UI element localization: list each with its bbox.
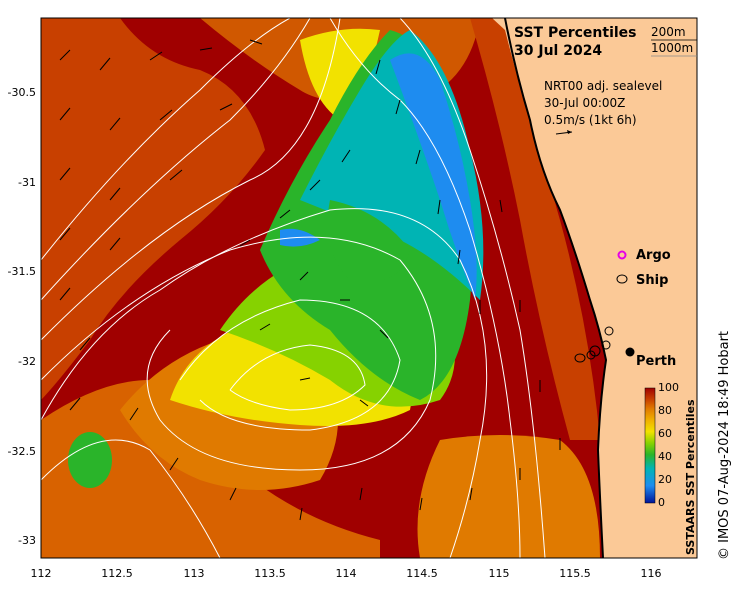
colorbar	[644, 387, 656, 504]
current-source: NRT00 adj. sealevel	[544, 79, 662, 93]
x-tick: 114.5	[406, 567, 438, 580]
plot-frame	[40, 17, 698, 559]
ship-markers	[574, 326, 614, 363]
x-axis: 112 112.5 113 113.5 114 114.5 115 115.5 …	[31, 567, 662, 580]
sst-region-coast	[470, 18, 600, 440]
current-time: 30-Jul 00:00Z	[544, 96, 625, 110]
y-tick: -31.5	[8, 265, 36, 278]
x-tick: 115.5	[559, 567, 591, 580]
colorbar-ticks: 100 80 60 40 20 0	[658, 381, 679, 509]
legend-argo: Argo	[636, 248, 671, 263]
colorbar-tick: 60	[658, 427, 672, 440]
y-axis: -30.5 -31 -31.5 -32 -32.5 -33	[8, 86, 36, 547]
x-tick: 114	[336, 567, 357, 580]
colorbar-tick: 0	[658, 496, 665, 509]
current-arrows	[59, 39, 561, 521]
x-tick: 112	[31, 567, 52, 580]
map-date: 30 Jul 2024	[514, 43, 602, 59]
sst-region-40-west	[68, 432, 112, 488]
x-tick: 113	[184, 567, 205, 580]
legend-ship: Ship	[636, 273, 668, 288]
sst-region-80	[41, 18, 265, 400]
depth-label-200m: 200m	[651, 25, 686, 39]
place-label-perth: Perth	[636, 354, 676, 369]
y-tick: -32.5	[8, 445, 36, 458]
perth-marker-icon	[625, 347, 635, 357]
contour-lines	[41, 18, 546, 558]
y-tick: -31	[18, 176, 36, 189]
colorbar-tick: 20	[658, 473, 672, 486]
current-scale: 0.5m/s (1kt 6h)	[544, 113, 637, 127]
map-title: SST Percentiles	[514, 25, 637, 41]
sst-region-70-east	[417, 435, 600, 558]
argo-marker-icon	[617, 250, 627, 260]
ship-marker-icon	[616, 274, 628, 284]
sst-region-40-inner	[327, 200, 410, 282]
colorbar-tick: 80	[658, 404, 672, 417]
x-tick: 115	[489, 567, 510, 580]
x-tick: 112.5	[101, 567, 133, 580]
x-tick: 113.5	[254, 567, 286, 580]
y-tick: -33	[18, 534, 36, 547]
y-tick: -32	[18, 355, 36, 368]
colorbar-tick: 40	[658, 450, 672, 463]
colorbar-tick: 100	[658, 381, 679, 394]
x-tick: 116	[641, 567, 662, 580]
sst-region-20	[390, 53, 477, 301]
depth-label-1000m: 1000m	[651, 41, 693, 55]
coastline	[504, 18, 608, 558]
y-tick: -30.5	[8, 86, 36, 99]
colorbar-title: SSTAARS SST Percentiles	[684, 399, 697, 555]
credit-text: © IMOS 07-Aug-2024 18:49 Hobart	[717, 331, 732, 560]
scale-arrow-icon	[555, 130, 573, 135]
